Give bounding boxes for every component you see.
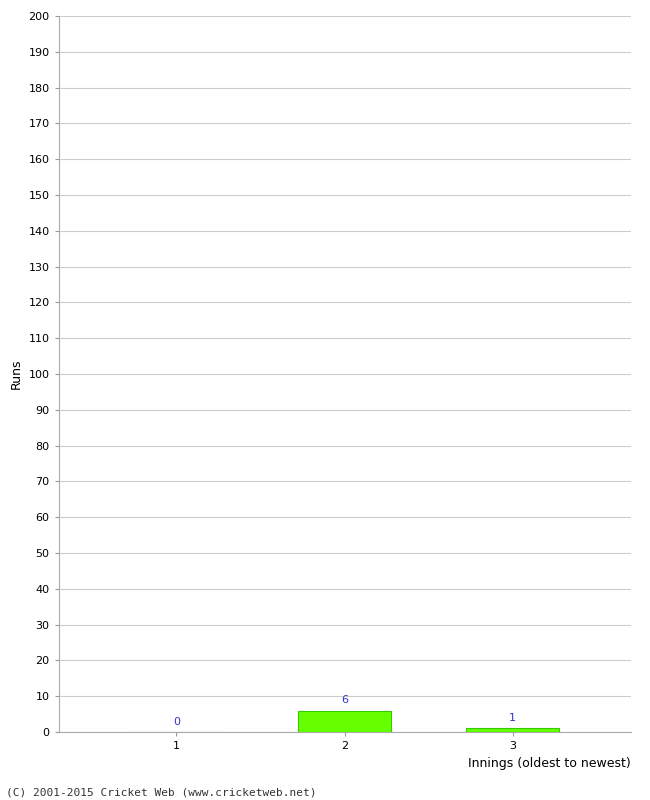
Y-axis label: Runs: Runs: [10, 358, 23, 390]
Text: 6: 6: [341, 695, 348, 705]
Text: 1: 1: [509, 713, 516, 723]
Text: 0: 0: [173, 717, 180, 726]
Bar: [298, 710, 391, 732]
Bar: [467, 729, 559, 732]
Text: (C) 2001-2015 Cricket Web (www.cricketweb.net): (C) 2001-2015 Cricket Web (www.cricketwe…: [6, 787, 317, 798]
X-axis label: Innings (oldest to newest): Innings (oldest to newest): [468, 757, 630, 770]
